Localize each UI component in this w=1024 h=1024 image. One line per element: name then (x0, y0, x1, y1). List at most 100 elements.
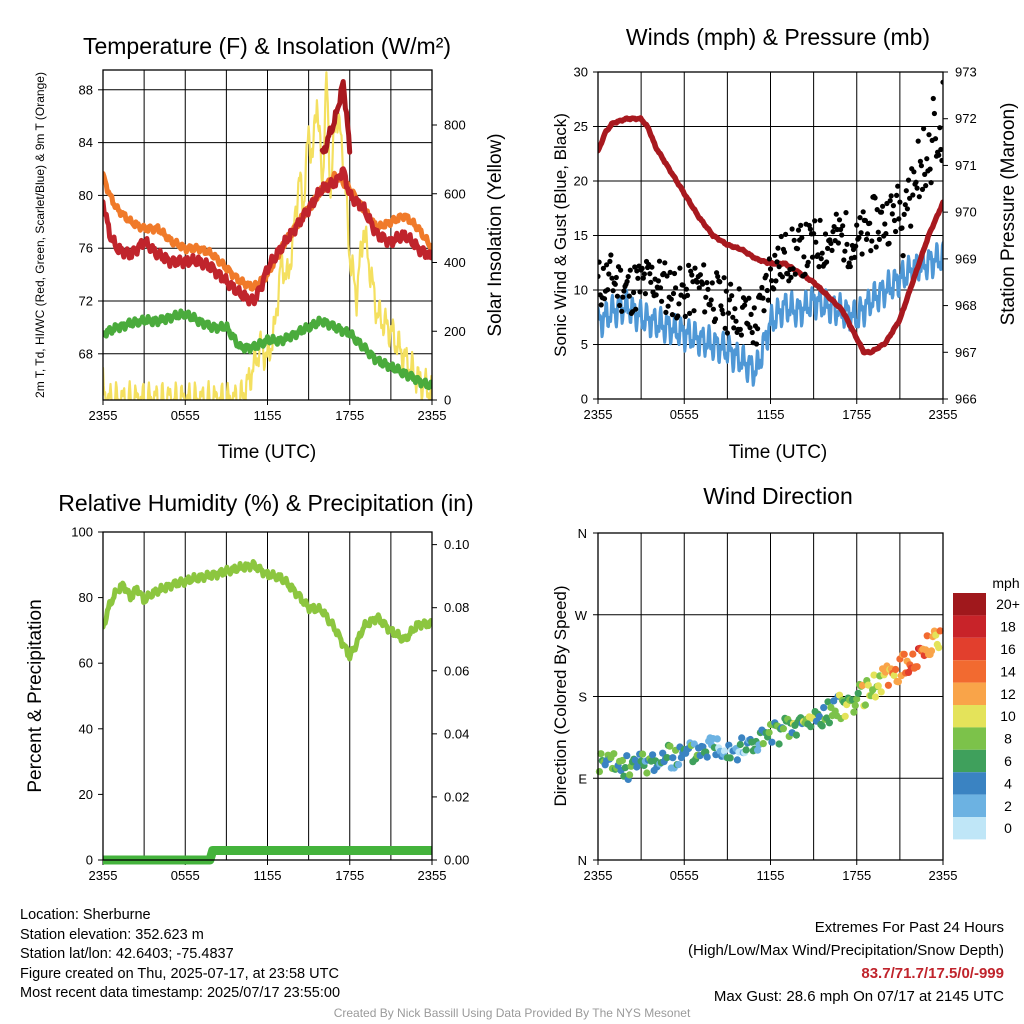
gust-dot (864, 231, 871, 237)
gust-dot (932, 136, 939, 142)
gust-dot (817, 217, 823, 223)
x-tick-label: 1155 (254, 868, 282, 883)
gust-dot (676, 301, 682, 307)
legend-title: mph (992, 575, 1019, 591)
gust-dot (939, 157, 943, 164)
gust-dot (927, 166, 933, 172)
legend-swatch (953, 705, 986, 728)
direction-dot (775, 740, 783, 748)
gust-dot (634, 268, 640, 274)
extremes-title: Extremes For Past 24 Hours (814, 919, 1004, 936)
legend-swatch (953, 637, 986, 661)
gust-dot (869, 238, 875, 244)
gust-dot (631, 289, 637, 296)
direction-dot (870, 671, 878, 679)
direction-dot (894, 678, 903, 686)
y-tick-label: 20 (574, 174, 588, 189)
gust-dot (880, 203, 886, 209)
gust-dot (736, 286, 742, 292)
gust-dot (605, 287, 611, 293)
gust-dot (701, 262, 707, 268)
gust-dot (878, 209, 885, 215)
direction-dot (820, 704, 828, 712)
direction-ylabel: Direction (Colored By Speed) (551, 585, 570, 806)
x-tick-label: 2355 (929, 407, 958, 422)
gust-dot (640, 275, 646, 281)
gust-dot (900, 253, 906, 259)
direction-dot (663, 754, 671, 762)
gust-dot (937, 125, 943, 131)
direction-dot (818, 722, 826, 730)
temperature-xlabel: Time (UTC) (218, 442, 317, 463)
gust-dot (931, 110, 938, 117)
y-tick-label: 80 (79, 590, 93, 605)
heat-index-line (319, 79, 353, 155)
x-tick-label: 0555 (670, 407, 699, 422)
y2-tick-label: 0 (444, 393, 451, 408)
gust-dot (663, 309, 669, 315)
legend-swatch (953, 817, 986, 840)
gust-dot (798, 222, 804, 228)
legend-label: 16 (1000, 641, 1016, 657)
plot-border (102, 69, 433, 401)
direction-dot (639, 750, 647, 758)
y2-tick-label: 0.02 (444, 789, 469, 804)
direction-dot (738, 734, 746, 742)
legend-label: 0 (1004, 820, 1012, 836)
direction-tick-label: S (578, 690, 587, 705)
gust-dot (749, 329, 755, 336)
gust-dot (612, 281, 618, 287)
gust-dot (662, 260, 668, 266)
gust-dot (816, 264, 822, 270)
direction-dot (927, 647, 936, 655)
gust-dot (613, 274, 619, 281)
direction-dot (649, 751, 657, 759)
gust-dot (908, 223, 914, 229)
y2-tick-label: 972 (955, 111, 977, 126)
gust-dot (904, 206, 911, 212)
gust-dot (911, 169, 917, 175)
winds-ylabel: Sonic Wind & Gust (Blue, Black) (551, 113, 570, 357)
gust-dot (610, 288, 616, 294)
insolation-ylabel: Solar Insolation (Yellow) (485, 133, 506, 336)
gust-dot (896, 216, 902, 222)
direction-dot (669, 754, 677, 762)
gust-dot (721, 275, 727, 281)
gust-dot (914, 185, 920, 191)
x-tick-label: 1755 (842, 407, 871, 422)
y-tick-label: 20 (79, 787, 93, 802)
gust-dot (774, 259, 780, 265)
y2-tick-label: 0.08 (444, 600, 469, 615)
gust-dot (641, 271, 648, 277)
temp-2m-line (103, 166, 432, 307)
gust-dot (720, 311, 726, 317)
gust-dot (747, 325, 753, 331)
gust-dot (659, 298, 665, 304)
gust-dot (767, 266, 774, 272)
gust-dot (936, 152, 942, 158)
gust-dot (868, 248, 874, 254)
gust-dot (807, 226, 814, 232)
gust-dot (733, 318, 739, 324)
gust-dot (819, 250, 825, 256)
gust-dot (715, 273, 721, 280)
gust-dot (600, 265, 607, 271)
gust-dot (704, 280, 710, 286)
temperature-series (103, 71, 432, 400)
direction-dot (851, 701, 859, 710)
gust-dot (649, 264, 655, 270)
gust-dot (893, 228, 899, 235)
gust-dot (709, 280, 715, 286)
x-tick-label: 2355 (89, 868, 118, 883)
gust-dot (691, 308, 697, 314)
gust-dot (703, 294, 709, 300)
gust-dot (894, 192, 900, 198)
gust-dot (737, 326, 743, 332)
x-tick-label: 2355 (89, 408, 118, 423)
gust-dot (686, 262, 692, 268)
gust-dot (890, 203, 897, 209)
gust-dot (825, 245, 831, 251)
gust-dot (708, 297, 714, 303)
gust-dot (598, 302, 604, 308)
